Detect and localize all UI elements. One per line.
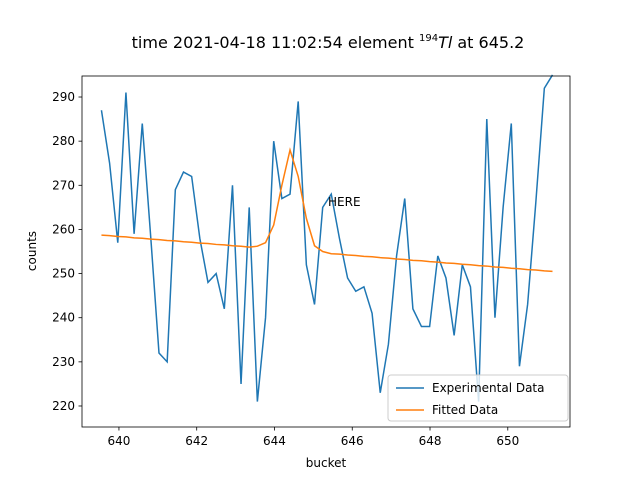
legend-box [387, 374, 569, 422]
x-tick-label: 640 [107, 434, 130, 448]
legend: Experimental Data Fitted Data [387, 374, 569, 422]
data-line [101, 147, 553, 273]
annotation: HERE [328, 195, 361, 209]
y-tick-label: 220 [52, 399, 75, 413]
y-tick-label: 270 [52, 178, 75, 192]
axes-frame [81, 75, 571, 428]
data-line [100, 74, 554, 402]
y-tick-label: 230 [52, 355, 75, 369]
y-tick-label: 250 [52, 267, 75, 281]
x-axis-label: bucket [306, 456, 347, 470]
title-element: Tl [438, 33, 453, 52]
y-tick-label: 240 [52, 311, 75, 325]
x-tick-label: 648 [419, 434, 442, 448]
y-axis-label: counts [25, 231, 39, 271]
title-prefix: time 2021-04-18 11:02:54 element [132, 33, 419, 52]
x-tick-label: 644 [263, 434, 286, 448]
x-tick-label: 642 [185, 434, 208, 448]
title-suffix: at 645.2 [452, 33, 524, 52]
y-tick-label: 290 [52, 90, 75, 104]
x-tick-label: 650 [496, 434, 519, 448]
chart-title: time 2021-04-18 11:02:54 element 194Tl a… [132, 33, 525, 52]
y-tick-label: 280 [52, 134, 75, 148]
x-tick-label: 646 [341, 434, 364, 448]
y-tick-label: 260 [52, 222, 75, 236]
legend-label: Experimental Data [432, 381, 545, 395]
title-isotope: 194 [419, 33, 438, 44]
legend-label: Fitted Data [432, 403, 498, 417]
